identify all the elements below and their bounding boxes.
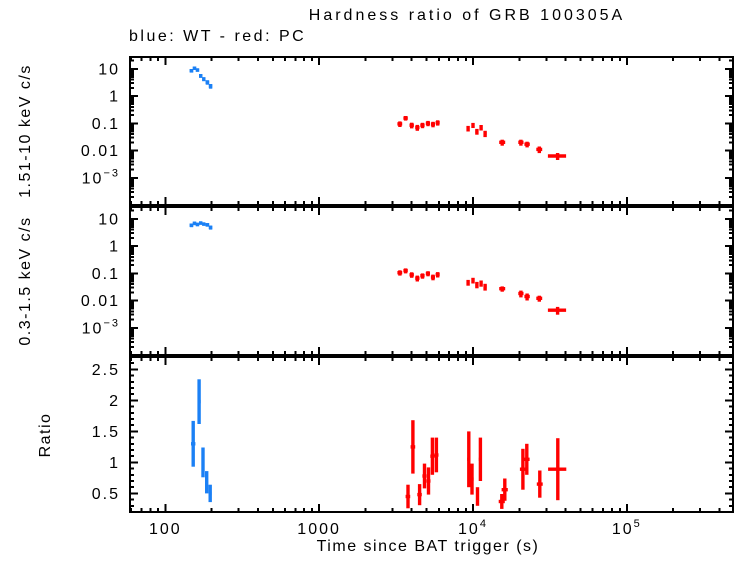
- y-tick-label-ratio: 2: [109, 393, 120, 410]
- y-tick-label-soft: 1: [109, 239, 120, 256]
- y-tick-label-ratio: 1: [109, 455, 120, 472]
- panel-frame-hard: [129, 56, 734, 206]
- y-tick-label-soft: 0.01: [81, 293, 120, 310]
- y-axis-label-hard: 1.51-10 keV c/s: [17, 64, 34, 198]
- y-tick-label-hard: 10: [98, 61, 120, 78]
- x-tick-label: 105: [612, 518, 642, 538]
- series-WT-hard: [189, 66, 213, 89]
- y-tick-label-hard: 0.01: [81, 143, 120, 160]
- y-tick-label-hard: 1: [109, 89, 120, 106]
- series-PC-hard: [397, 116, 567, 160]
- y-tick-label-ratio: 0.5: [92, 486, 120, 503]
- y-tick-label-soft: 10−3: [82, 317, 120, 337]
- panel-frame-soft: [129, 206, 734, 356]
- x-tick-label: 104: [458, 518, 488, 538]
- series-WT-soft: [189, 221, 213, 230]
- tick-labels: 10 1 0.1 0.01 10−3 10 1 0.1 0.01 10−3 2.5 2 1.5 1 0.5 1…: [81, 61, 642, 538]
- axis-ticks: [130, 57, 733, 512]
- y-tick-label-soft: 0.1: [92, 266, 120, 283]
- panel-frame-ratio: [129, 356, 734, 513]
- y-tick-label-ratio: 2.5: [92, 362, 120, 379]
- x-tick-label: 1000: [297, 521, 341, 538]
- series-PC-soft: [397, 268, 567, 315]
- plot-legend-note: blue: WT - red: PC: [129, 28, 307, 45]
- y-tick-label-hard: 10−3: [82, 167, 120, 187]
- series-WT-ratio: [191, 379, 212, 503]
- data-points: [189, 66, 567, 509]
- x-tick-label: 100: [149, 521, 182, 538]
- y-tick-label-hard: 0.1: [92, 116, 120, 133]
- y-axis-label-soft: 0.3-1.5 keV c/s: [17, 216, 34, 346]
- plot-title: Hardness ratio of GRB 100305A: [308, 7, 626, 24]
- y-tick-label-ratio: 1.5: [92, 424, 120, 441]
- x-axis-label: Time since BAT trigger (s): [316, 538, 540, 555]
- series-PC-ratio: [405, 420, 567, 509]
- y-tick-label-soft: 10: [98, 211, 120, 228]
- y-axis-label-ratio: Ratio: [37, 412, 54, 458]
